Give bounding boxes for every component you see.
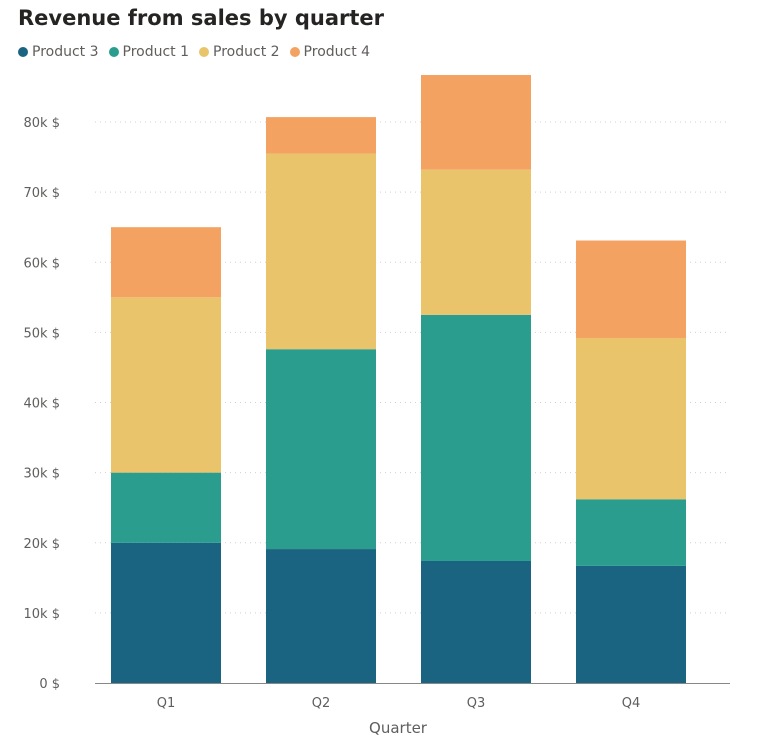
bar-segment [421, 169, 531, 315]
legend-item[interactable]: Product 3 [18, 44, 99, 60]
bar-segment [266, 549, 376, 683]
y-tick-label: 50k $ [24, 326, 60, 341]
y-tick-label: 30k $ [24, 467, 60, 482]
legend-item[interactable]: Product 2 [199, 44, 280, 60]
legend-label: Product 4 [303, 44, 371, 60]
bar-segment [576, 499, 686, 566]
y-tick-label: 70k $ [24, 186, 60, 201]
bar-segment [266, 117, 376, 154]
y-tick-label: 10k $ [24, 607, 60, 622]
bar-segment [111, 542, 221, 683]
y-tick-label: 0 $ [39, 677, 60, 692]
x-tick-label: Q4 [622, 696, 641, 711]
legend-label: Product 2 [213, 44, 280, 60]
legend-item[interactable]: Product 1 [108, 44, 190, 60]
x-tick-label: Q1 [157, 696, 176, 711]
legend-marker-icon [199, 47, 210, 57]
legend: Product 3 Product 1 Product 2 Product 4 [18, 44, 370, 60]
bar-segment [111, 227, 221, 298]
legend-label: Product 1 [122, 44, 190, 60]
bar-segment [421, 560, 531, 683]
legend-marker-icon [289, 47, 300, 57]
legend-marker-icon [18, 47, 28, 57]
y-tick-label: 60k $ [24, 256, 60, 271]
bar-segment [111, 472, 221, 543]
bar-segment [576, 337, 686, 500]
bar-segment [576, 565, 686, 683]
chart-title: Revenue from sales by quarter [18, 6, 385, 30]
bar-segment [266, 349, 376, 550]
legend-label: Product 3 [32, 44, 99, 60]
bar-segment [421, 75, 531, 170]
bar-segment [576, 240, 686, 338]
legend-marker-icon [108, 47, 119, 57]
x-tick-label: Q2 [312, 696, 331, 711]
bar-segment [421, 314, 531, 561]
legend-item[interactable]: Product 4 [289, 44, 371, 60]
y-tick-label: 20k $ [24, 537, 60, 552]
bar-segment [266, 153, 376, 350]
bar-segment [111, 297, 221, 473]
y-tick-label: 40k $ [24, 397, 60, 412]
x-axis-title: Quarter [369, 719, 428, 737]
x-tick-label: Q3 [467, 696, 486, 711]
y-tick-label: 80k $ [24, 116, 60, 131]
